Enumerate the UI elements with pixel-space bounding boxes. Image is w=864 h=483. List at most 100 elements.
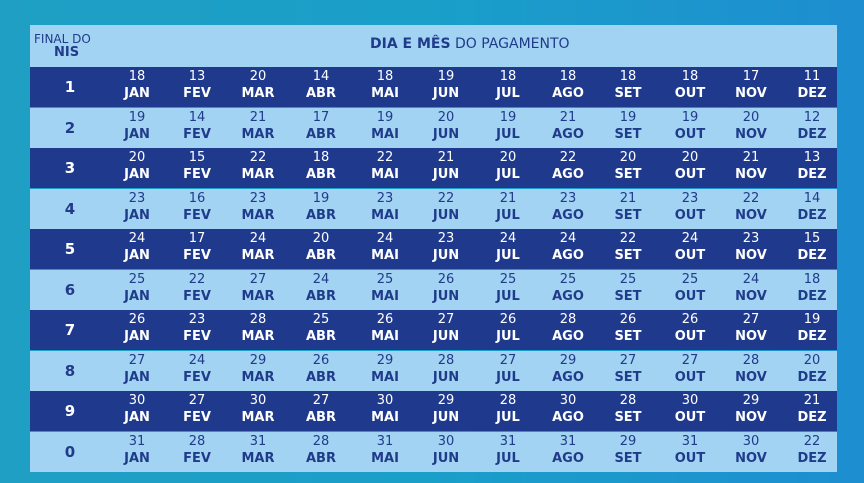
day-number: 26 bbox=[499, 312, 517, 327]
day-number: 23 bbox=[742, 231, 760, 246]
month-label: MAI bbox=[371, 207, 399, 223]
date-cell: 19 DEZ bbox=[782, 312, 842, 348]
date-cell: 22 SET bbox=[598, 231, 658, 267]
day-number: 25 bbox=[312, 312, 330, 327]
day-number: 20 bbox=[681, 150, 699, 165]
date-cell: 28 JUL bbox=[478, 393, 538, 429]
month-label: MAR bbox=[241, 167, 275, 182]
date-cell: 25 AGO bbox=[538, 272, 598, 308]
month-label: MAR bbox=[241, 329, 275, 344]
month-label: DEZ bbox=[797, 450, 827, 466]
date-cell: 24 AGO bbox=[538, 231, 598, 267]
date-cell: 26 MAI bbox=[355, 312, 415, 348]
month-label: NOV bbox=[735, 248, 767, 263]
date-cell: 22 JUN bbox=[416, 191, 476, 227]
day-number: 18 bbox=[619, 69, 637, 84]
date-cell: 20 NOV bbox=[721, 110, 781, 146]
day-number: 14 bbox=[803, 190, 821, 206]
month-label: JAN bbox=[124, 167, 150, 182]
date-cell: 25 SET bbox=[598, 272, 658, 308]
month-label: MAR bbox=[241, 126, 275, 142]
day-number: 20 bbox=[312, 231, 330, 246]
day-number: 23 bbox=[249, 190, 267, 206]
day-number: 30 bbox=[128, 393, 146, 408]
date-cell: 17 FEV bbox=[167, 231, 227, 267]
day-number: 27 bbox=[681, 352, 699, 368]
date-cell: 18 MAI bbox=[355, 69, 415, 105]
month-label: NOV bbox=[735, 207, 767, 223]
nis-digit: 2 bbox=[64, 118, 76, 137]
month-label: OUT bbox=[674, 126, 706, 142]
month-label: JUN bbox=[432, 288, 460, 304]
table-row: 6 25 JAN 22 FEV 27 MAR 24 ABR 25 MAI 26 JUN 25 JUL 25 AG… bbox=[30, 269, 837, 310]
month-label: AGO bbox=[552, 288, 584, 304]
month-label: OUT bbox=[674, 86, 706, 101]
date-cell: 29 SET bbox=[598, 434, 658, 470]
table-row: 8 27 JAN 24 FEV 29 MAR 26 ABR 29 MAI 28 JUN 27 JUL 29 AG… bbox=[30, 350, 837, 391]
month-label: OUT bbox=[674, 248, 706, 263]
month-label: JUN bbox=[432, 126, 460, 142]
month-label: JUL bbox=[496, 248, 520, 263]
month-label: FEV bbox=[183, 86, 211, 101]
month-label: JUL bbox=[496, 369, 520, 385]
nis-digit: 8 bbox=[64, 361, 76, 380]
month-label: MAI bbox=[371, 167, 399, 182]
date-cell: 19 JAN bbox=[107, 110, 167, 146]
day-number: 15 bbox=[803, 231, 821, 246]
month-label: JUN bbox=[432, 369, 460, 385]
date-cell: 22 NOV bbox=[721, 191, 781, 227]
day-number: 20 bbox=[128, 150, 146, 165]
month-label: MAI bbox=[371, 288, 399, 304]
date-cell: 17 ABR bbox=[291, 110, 351, 146]
day-number: 23 bbox=[188, 312, 206, 327]
date-cell: 26 JAN bbox=[107, 312, 167, 348]
day-number: 24 bbox=[188, 352, 206, 368]
date-cell: 28 MAR bbox=[228, 312, 288, 348]
day-number: 30 bbox=[437, 433, 455, 449]
day-number: 29 bbox=[742, 393, 760, 408]
date-cell: 20 DEZ bbox=[782, 353, 842, 389]
month-label: FEV bbox=[183, 410, 211, 425]
day-number: 25 bbox=[376, 271, 394, 287]
day-number: 13 bbox=[188, 69, 206, 84]
month-label: JUL bbox=[496, 410, 520, 425]
table-row: 2 19 JAN 14 FEV 21 MAR 17 ABR 19 MAI 20 JUN 19 JUL 21 AG… bbox=[30, 107, 837, 148]
day-number: 28 bbox=[312, 433, 330, 449]
day-number: 19 bbox=[128, 109, 146, 125]
table-row: 0 31 JAN 28 FEV 31 MAR 28 ABR 31 MAI 30 JUN 31 JUL 31 AG… bbox=[30, 431, 837, 472]
date-cell: 12 DEZ bbox=[782, 110, 842, 146]
day-number: 25 bbox=[559, 271, 577, 287]
day-number: 14 bbox=[312, 69, 330, 84]
month-label: AGO bbox=[552, 329, 584, 344]
date-cell: 29 MAI bbox=[355, 353, 415, 389]
day-number: 26 bbox=[619, 312, 637, 327]
day-number: 21 bbox=[619, 190, 637, 206]
month-label: FEV bbox=[183, 126, 211, 142]
day-number: 19 bbox=[499, 109, 517, 125]
month-label: JUN bbox=[432, 410, 460, 425]
month-label: JUN bbox=[432, 329, 460, 344]
date-cell: 23 FEV bbox=[167, 312, 227, 348]
date-cell: 23 NOV bbox=[721, 231, 781, 267]
day-number: 31 bbox=[681, 433, 699, 449]
date-cell: 14 DEZ bbox=[782, 191, 842, 227]
date-cell: 28 SET bbox=[598, 393, 658, 429]
month-label: ABR bbox=[306, 248, 336, 263]
month-label: OUT bbox=[674, 329, 706, 344]
day-number: 22 bbox=[249, 150, 267, 165]
month-label: AGO bbox=[552, 167, 584, 182]
date-cell: 16 FEV bbox=[167, 191, 227, 227]
day-number: 19 bbox=[681, 109, 699, 125]
month-label: ABR bbox=[306, 126, 336, 142]
month-label: DEZ bbox=[797, 207, 827, 223]
day-number: 20 bbox=[437, 109, 455, 125]
day-number: 31 bbox=[249, 433, 267, 449]
date-cell: 19 JUL bbox=[478, 110, 538, 146]
day-number: 29 bbox=[249, 352, 267, 368]
table-row: 7 26 JAN 23 FEV 28 MAR 25 ABR 26 MAI 27 JUN 26 JUL 28 AG… bbox=[30, 310, 837, 350]
day-number: 31 bbox=[559, 433, 577, 449]
date-cell: 21 DEZ bbox=[782, 393, 842, 429]
day-number: 29 bbox=[559, 352, 577, 368]
date-cell: 26 ABR bbox=[291, 353, 351, 389]
date-cell: 15 DEZ bbox=[782, 231, 842, 267]
